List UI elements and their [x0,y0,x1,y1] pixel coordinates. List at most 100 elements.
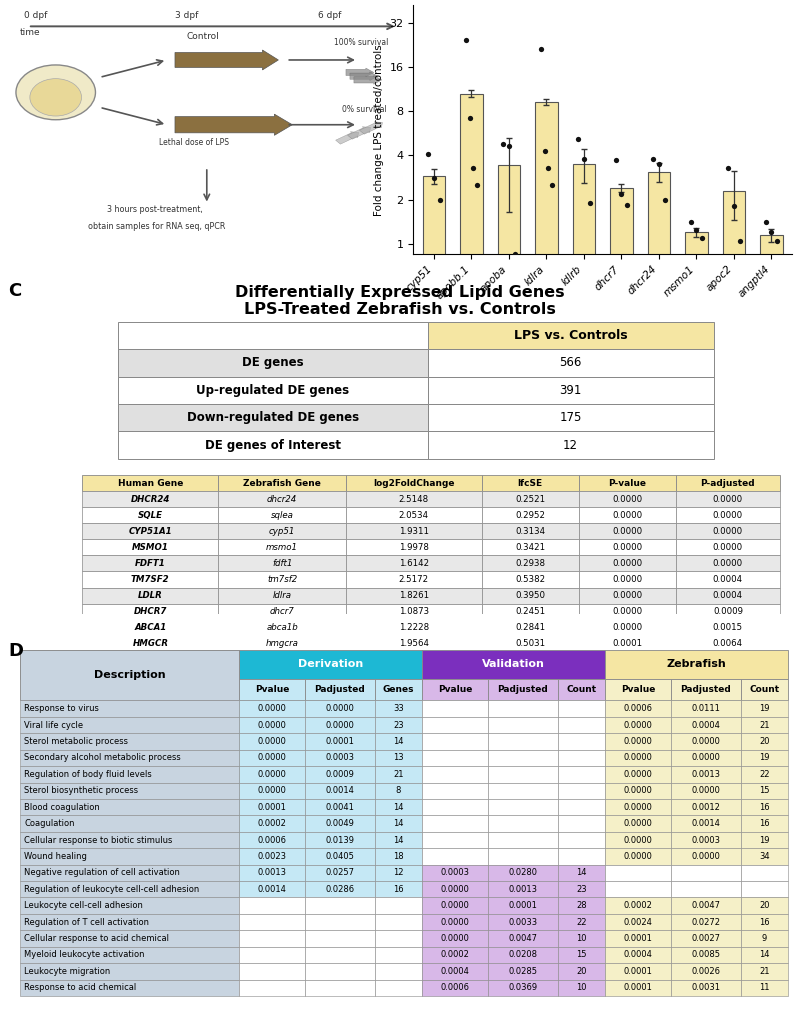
Bar [374,766,422,782]
Text: 1.8261: 1.8261 [399,591,429,600]
Bar [482,540,578,555]
FancyArrow shape [347,126,370,139]
Text: 15: 15 [759,786,770,796]
Bar [422,782,488,799]
Text: Sterol biosynthetic process: Sterol biosynthetic process [24,786,138,796]
Bar [82,667,218,684]
Bar [578,587,675,604]
Bar [741,930,788,947]
Bar [374,865,422,881]
Bar [760,235,782,1036]
Bar [82,555,218,572]
Text: 0.0000: 0.0000 [258,704,286,713]
Text: 0.0139: 0.0139 [326,835,354,844]
Bar [671,700,741,717]
Text: EBP: EBP [141,655,160,664]
Bar [558,848,605,865]
Text: 175: 175 [559,411,582,424]
Bar [482,491,578,508]
Bar [20,717,239,733]
Bar [558,897,605,914]
Bar [374,750,422,766]
Bar [488,980,558,996]
Bar [239,733,305,750]
Text: lfcSE: lfcSE [518,479,542,488]
Bar [82,620,218,635]
Bar [20,963,239,980]
Bar [605,930,671,947]
Text: 0.2841: 0.2841 [515,623,546,632]
Bar [218,620,346,635]
Text: 33: 33 [393,704,404,713]
Bar [346,555,482,572]
Bar [305,832,374,848]
Text: Secondary alcohol metabolic process: Secondary alcohol metabolic process [24,753,181,762]
Text: Description: Description [94,670,166,680]
Text: 0.0004: 0.0004 [713,575,743,584]
Bar [488,881,558,897]
Bar [675,508,780,523]
Bar [488,832,558,848]
Y-axis label: Fold change LPS treated/controls: Fold change LPS treated/controls [374,44,384,215]
Bar [578,620,675,635]
Bar [741,881,788,897]
Ellipse shape [30,79,82,116]
Bar [20,799,239,815]
Text: 0.0041: 0.0041 [326,803,354,811]
Text: 0.0000: 0.0000 [326,721,354,729]
Bar [605,733,671,750]
Text: 0.0002: 0.0002 [441,950,470,959]
Text: 0.0047: 0.0047 [691,901,720,911]
Bar [305,947,374,963]
Bar [20,815,239,832]
Bar [20,650,239,679]
Bar [675,523,780,540]
Bar [675,491,780,508]
Text: cyp51: cyp51 [269,527,295,536]
Text: 0% survival: 0% survival [342,106,386,114]
Bar [374,700,422,717]
Text: 0.2952: 0.2952 [515,511,546,520]
Text: 0 dpf: 0 dpf [24,10,47,20]
Bar [305,717,374,733]
Bar [605,750,671,766]
Bar [558,980,605,996]
Text: 0.0001: 0.0001 [326,737,354,746]
Text: DHCR24: DHCR24 [130,495,170,503]
Bar [488,963,558,980]
Bar [374,848,422,865]
Text: PTGS2: PTGS2 [134,671,166,680]
Text: 1.9564: 1.9564 [399,639,429,649]
Bar [374,782,422,799]
Text: 0.0006: 0.0006 [623,704,653,713]
Text: 0.0000: 0.0000 [691,852,720,861]
Text: FDFT1: FDFT1 [135,559,166,568]
Bar [305,980,374,996]
Text: 21: 21 [393,770,404,779]
Text: 14: 14 [576,868,586,877]
Bar [239,717,305,733]
Text: 6 dpf: 6 dpf [318,10,342,20]
Text: 3 hours post-treatment,: 3 hours post-treatment, [107,205,203,213]
Bar [374,930,422,947]
Text: D: D [8,641,23,660]
Text: 0.0049: 0.0049 [326,819,354,828]
Text: HMGCR: HMGCR [132,639,168,649]
Bar [239,930,305,947]
Bar [346,491,482,508]
Text: Validation: Validation [482,659,545,669]
Bar [605,832,671,848]
Text: 15: 15 [576,950,586,959]
Bar [346,604,482,620]
Bar [346,572,482,587]
Text: 0.0006: 0.0006 [441,983,470,992]
Text: 0.0064: 0.0064 [713,639,743,649]
Bar [20,865,239,881]
Text: 0.0000: 0.0000 [713,527,743,536]
Bar [239,799,305,815]
Bar [239,963,305,980]
FancyArrow shape [359,122,382,135]
Bar [422,679,488,700]
Text: 0.0208: 0.0208 [508,950,538,959]
Bar [671,832,741,848]
